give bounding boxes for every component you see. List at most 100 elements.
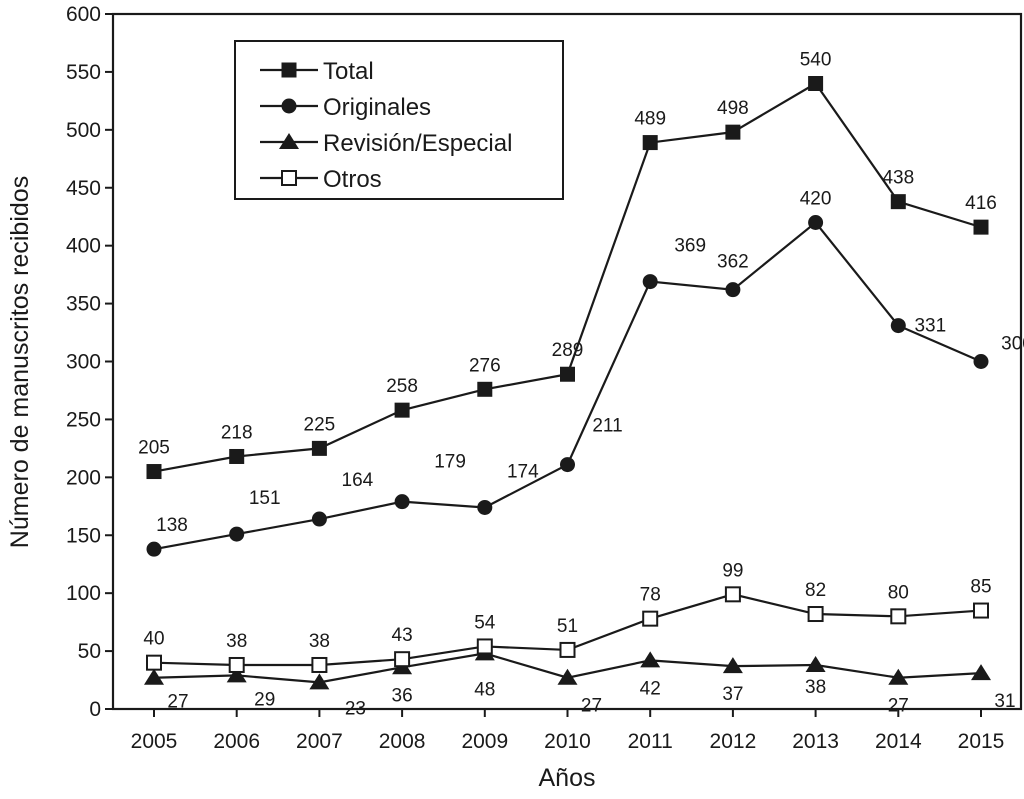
data-label: 138	[156, 515, 188, 536]
data-label: 27	[167, 692, 188, 713]
data-point	[311, 440, 327, 456]
data-point	[973, 219, 989, 235]
data-label: 174	[507, 461, 539, 482]
x-tick-label: 2011	[628, 730, 673, 753]
data-point	[394, 402, 410, 418]
data-label: 179	[434, 452, 466, 473]
data-point	[144, 668, 164, 685]
data-point	[229, 448, 245, 464]
data-label: 498	[717, 98, 749, 119]
data-label: 27	[888, 696, 909, 717]
x-tick-label: 2014	[875, 730, 922, 753]
data-point	[890, 608, 907, 625]
legend-item: Originales	[260, 94, 431, 121]
data-point	[971, 664, 991, 681]
data-point	[807, 606, 824, 623]
data-point	[808, 215, 824, 230]
x-tick-label: 2013	[792, 730, 839, 753]
data-point	[724, 586, 741, 603]
data-label: 151	[249, 488, 281, 509]
data-label: 38	[226, 631, 247, 652]
data-point	[559, 641, 576, 658]
data-point	[476, 638, 493, 655]
data-point	[477, 499, 493, 515]
data-point	[805, 655, 826, 672]
data-label: 362	[717, 252, 749, 273]
data-point	[973, 602, 989, 619]
data-label: 31	[994, 691, 1015, 712]
data-label: 82	[805, 580, 826, 601]
data-label: 540	[800, 50, 832, 71]
x-tick-label: 2005	[131, 730, 178, 753]
x-tick-label: 2007	[296, 730, 343, 753]
y-tick-label: 150	[66, 524, 101, 547]
series-layer	[144, 76, 991, 690]
data-label: 99	[722, 560, 743, 581]
data-label: 211	[592, 416, 622, 437]
series-otros	[146, 586, 989, 673]
data-label: 80	[888, 582, 909, 603]
legend-label: Revisión/Especial	[323, 130, 512, 157]
x-axis-title: Años	[539, 764, 596, 792]
data-label: 51	[557, 616, 578, 637]
data-label: 438	[882, 168, 914, 189]
data-label: 420	[800, 189, 832, 210]
data-label: 331	[914, 316, 946, 337]
data-point	[725, 282, 741, 298]
y-tick-label: 400	[66, 235, 101, 258]
data-label: 23	[345, 698, 366, 719]
data-point	[560, 366, 575, 382]
legend-item: Otros	[260, 166, 382, 193]
data-point	[146, 654, 162, 671]
data-label: 85	[970, 577, 991, 598]
data-label: 48	[474, 679, 495, 700]
data-label: 27	[581, 696, 602, 717]
data-point	[557, 668, 578, 685]
data-label: 38	[805, 677, 826, 698]
data-label: 38	[309, 631, 330, 652]
data-label: 78	[640, 585, 661, 606]
y-tick-label: 300	[66, 351, 101, 374]
data-point	[146, 464, 162, 480]
y-tick-label: 450	[66, 177, 101, 200]
data-point	[311, 511, 327, 527]
x-tick-label: 2015	[958, 730, 1005, 753]
legend-marker-icon	[281, 170, 297, 186]
data-point	[394, 651, 411, 668]
y-tick-label: 550	[66, 61, 101, 84]
data-point	[722, 657, 743, 674]
x-tick-label: 2012	[710, 730, 757, 753]
y-tick-label: 500	[66, 119, 101, 142]
x-tick-label: 2010	[544, 730, 591, 753]
x-tick-label: 2006	[213, 730, 260, 753]
data-label: 258	[386, 376, 418, 397]
data-point	[477, 381, 493, 397]
legend-label: Total	[323, 58, 374, 85]
data-label: 42	[640, 678, 661, 699]
y-tick-label: 0	[89, 698, 101, 721]
data-point	[642, 610, 659, 627]
series-total	[146, 76, 989, 480]
y-tick-label: 50	[78, 640, 101, 663]
data-label: 276	[469, 355, 501, 376]
data-label: 37	[722, 684, 743, 705]
legend-marker-icon	[281, 98, 297, 114]
data-label: 40	[143, 629, 164, 650]
legend-item: Revisión/Especial	[260, 130, 512, 157]
data-point	[311, 656, 328, 673]
data-point	[890, 318, 906, 334]
data-point	[642, 135, 658, 151]
data-label: 416	[965, 193, 997, 214]
data-point	[890, 194, 906, 210]
data-point	[394, 494, 410, 510]
data-label: 300	[1001, 334, 1024, 355]
data-label: 164	[342, 470, 374, 491]
y-tick-label: 600	[66, 3, 101, 26]
data-point	[973, 354, 989, 369]
data-point	[888, 668, 909, 685]
data-point	[226, 666, 247, 683]
data-label: 36	[392, 685, 413, 706]
legend-item: Total	[260, 58, 374, 85]
data-point	[725, 124, 741, 140]
data-label: 205	[138, 438, 170, 459]
